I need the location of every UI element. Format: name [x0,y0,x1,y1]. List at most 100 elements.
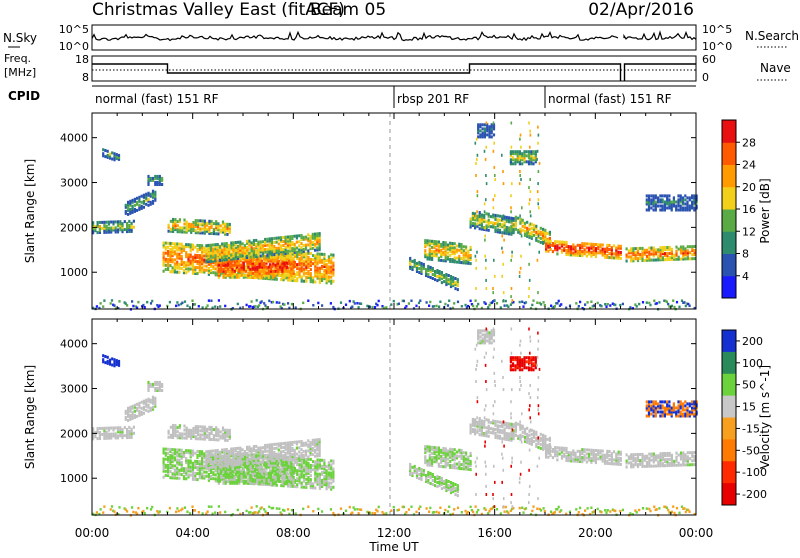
power-cell [181,255,183,258]
power-cell [310,258,312,261]
velocity-cell [208,464,210,467]
velocity-cell [196,450,198,453]
power-cell [204,220,206,223]
nsky-trace [92,32,696,40]
velocity-cell [178,449,180,452]
power-cell [310,252,312,255]
power-cell [256,266,258,269]
power-cell [177,228,179,231]
power-cell [288,274,290,277]
velocity-cell [210,458,212,461]
power-cell [167,246,169,249]
velocity-cell [199,429,201,432]
velocity-cell [113,358,115,361]
power-cell [183,219,185,222]
power-cell [494,275,496,278]
power-cell [312,258,314,261]
power-cell [208,226,210,229]
power-cell [168,224,170,227]
power-cell [533,234,535,237]
power-cell [485,267,487,270]
freq-frame [92,56,696,81]
velocity-cell [194,472,196,475]
power-cell [440,259,442,262]
velocity-cell [260,446,262,449]
velocity-cell [226,464,228,467]
power-cell [305,236,307,239]
velocity-cell [147,381,149,384]
velocity-cell [185,449,187,452]
velocity-cell [265,478,267,481]
power-cell [540,227,542,230]
power-cell [206,269,208,272]
power-cell [650,259,652,262]
power-cell [132,205,134,208]
power-cell [408,302,410,305]
power-cell [194,246,196,249]
power-cell [211,232,213,235]
power-cell [458,243,460,246]
power-cell [141,205,143,208]
power-cell [689,305,691,308]
velocity-cell [174,468,176,471]
power-cell [261,260,263,263]
power-cell [532,150,534,153]
velocity-cell [203,461,205,464]
power-cell [581,242,583,245]
power-cell [228,248,230,251]
power-cell [599,243,601,246]
power-cell [312,304,314,307]
velocity-cell [163,458,165,461]
power-cell [662,256,664,259]
velocity-cell [222,474,224,477]
velocity-cell [263,468,265,471]
velocity-cell [143,406,145,409]
power-cell [156,181,158,184]
power-cell [206,222,208,225]
velocity-cell [287,442,289,445]
power-cell [432,267,434,270]
power-cell [220,264,222,267]
power-cell [358,306,360,309]
velocity-cell [199,450,201,453]
power-cell [530,214,532,217]
power-cell [291,241,293,244]
power-cell [691,257,693,260]
y-tick-label: 1000 [60,266,88,279]
velocity-cell [260,461,262,464]
power-cell [276,247,278,250]
power-cell [146,301,148,304]
power-cell [103,299,105,302]
velocity-cell [150,383,152,386]
velocity-cell [293,476,295,479]
power-cell [494,226,496,229]
power-cell [656,302,658,305]
power-colorbar-tick-label: 12 [742,225,756,238]
power-cell [493,206,495,209]
velocity-cell [217,438,219,441]
power-cell [490,221,492,224]
velocity-cell [279,468,281,471]
power-cell [225,270,227,273]
power-cell [284,262,286,265]
power-cell [653,194,655,197]
power-cell [172,218,174,221]
power-cell [215,271,217,274]
power-cell [531,227,533,230]
power-cell [501,235,503,238]
power-cell [520,178,522,181]
power-cell [300,246,302,249]
power-cell [526,227,528,230]
power-cell [255,249,257,252]
power-cell [170,228,172,231]
power-cell [554,240,556,243]
power-cell [537,150,539,153]
velocity-cell [201,450,203,453]
velocity-cell [255,455,257,458]
power-cell [691,245,693,248]
power-cell [174,258,176,261]
velocity-cell [170,434,172,437]
power-cell [226,248,228,251]
power-cell [184,300,186,303]
